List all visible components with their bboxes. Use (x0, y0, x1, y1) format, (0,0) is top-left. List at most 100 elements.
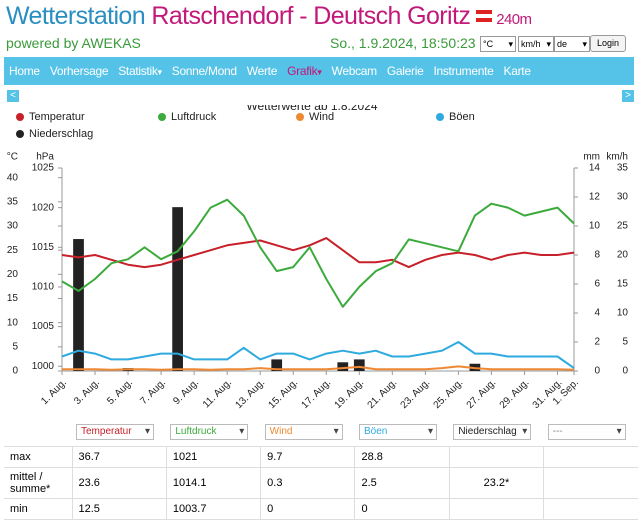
datetime: So., 1.9.2024, 18:50:23 (330, 35, 476, 51)
x-tick-label: 25. Aug. (432, 377, 466, 411)
legend-marker (158, 113, 166, 121)
precip-bar (271, 359, 283, 371)
nav-bar: Home Vorhersage Statistik Sonne/Mond Werte Gr… (4, 57, 634, 85)
row-label: mittel / summe* (4, 467, 72, 499)
wind-unit-select[interactable]: km/h (518, 36, 554, 52)
header-cell: --- (543, 418, 638, 447)
column-select[interactable]: Wind (264, 424, 343, 440)
nav-item[interactable]: Grafik (282, 64, 326, 78)
y-tick-label: 6 (594, 279, 600, 290)
y-tick-label: 0 (622, 366, 628, 377)
next-button[interactable]: > (622, 90, 634, 102)
table-cell: 36.7 (71, 446, 167, 468)
table-header-row: Temperatur Luftdruck Wind Böen Niederschlag-… (4, 418, 638, 447)
table-cell: 12.5 (71, 498, 167, 520)
table-cell (543, 446, 638, 468)
language-select[interactable]: de (554, 36, 590, 52)
x-tick-label: 1. Aug. (39, 377, 69, 407)
axis-unit: km/h (606, 152, 628, 163)
column-select[interactable]: Böen (358, 424, 437, 440)
nav-item[interactable]: Vorhersage (49, 64, 109, 78)
y-tick-label: 4 (594, 308, 600, 319)
nav-item[interactable]: Home (9, 64, 40, 78)
precip-bar (337, 362, 349, 371)
y-tick-label: 20 (7, 269, 19, 280)
nav-item[interactable]: Karte (503, 64, 531, 78)
x-tick-label: 15. Aug. (266, 377, 300, 411)
row-label: min (4, 498, 72, 520)
y-tick-label: 30 (7, 221, 19, 232)
y-tick-label: 15 (7, 293, 19, 304)
column-select[interactable]: --- (547, 424, 626, 440)
legend-label: Wind (309, 111, 334, 123)
header-cell: Wind (260, 418, 355, 447)
chart: Wetterwerte ab 1.8.2024 Temperatur Luftdr… (7, 105, 629, 411)
table-cell (448, 498, 544, 520)
y-tick-label: 1000 (32, 361, 55, 372)
series-line (62, 365, 575, 371)
chart-title: Wetterwerte ab 1.8.2024 (246, 105, 378, 113)
nav-item[interactable]: Instrumente (433, 64, 494, 78)
altitude: 240m (496, 11, 532, 28)
table-cell: 23.6 (71, 467, 167, 499)
nav-item[interactable]: Galerie (386, 64, 424, 78)
nav-item[interactable]: Statistik (113, 64, 167, 78)
series-line (61, 341, 575, 369)
nav-item[interactable]: Sonne/Mond (171, 64, 237, 78)
table-cell: 1021 (165, 446, 261, 468)
y-tick-label: 30 (617, 192, 629, 203)
x-tick-label: 5. Aug. (105, 377, 135, 407)
y-tick-label: 10 (7, 317, 19, 328)
y-tick-label: 10 (617, 308, 629, 319)
column-select[interactable]: Temperatur (76, 424, 154, 440)
table-cell: 28.8 (354, 446, 450, 468)
table-row: max 36.7 1021 9.7 28.8 (4, 446, 638, 468)
x-tick-label: 21. Aug. (366, 377, 400, 411)
column-select[interactable]: Luftdruck (170, 424, 249, 440)
legend-marker (296, 113, 304, 121)
legend-marker (436, 113, 444, 121)
y-tick-label: 1005 (32, 321, 55, 332)
y-tick-label: 1025 (32, 163, 55, 174)
table-cell (543, 498, 638, 520)
x-tick-label: 7. Aug. (138, 377, 168, 407)
legend-label: Niederschlag (29, 128, 93, 140)
prev-button[interactable]: < (7, 90, 19, 102)
y-tick-label: 1010 (32, 282, 55, 293)
y-tick-label: 0 (12, 366, 18, 377)
y-tick-label: 20 (617, 250, 629, 261)
x-tick-label: 27. Aug. (465, 377, 499, 411)
x-tick-label: 3. Aug. (72, 377, 102, 407)
x-tick-label: 17. Aug. (300, 377, 334, 411)
legend-marker (16, 130, 24, 138)
x-tick-label: 13. Aug. (233, 377, 267, 411)
y-tick-label: 10 (589, 221, 601, 232)
nav-item[interactable]: Werte (246, 64, 278, 78)
series-line (61, 198, 575, 308)
axis-unit: mm (583, 152, 600, 163)
table-cell: 1003.7 (165, 498, 261, 520)
axis-unit: hPa (36, 152, 54, 163)
y-tick-label: 2 (594, 337, 600, 348)
legend-marker (16, 113, 24, 121)
table-row: mittel / summe* 23.6 1014.1 0.3 2.5 23.2* (4, 467, 638, 499)
precip-bar (353, 359, 365, 371)
y-tick-label: 12 (589, 192, 601, 203)
nav-item[interactable]: Webcam (331, 64, 378, 78)
x-tick-label: 11. Aug. (201, 377, 234, 410)
temp-unit-select[interactable]: °C (480, 36, 516, 52)
x-tick-label: 23. Aug. (399, 377, 433, 411)
table-cell (543, 467, 638, 499)
y-tick-label: 8 (594, 250, 600, 261)
table-cell: 2.5 (354, 467, 450, 499)
powered-by[interactable]: powered by AWEKAS (6, 35, 141, 51)
table-cell: 0 (354, 498, 450, 520)
header-cell: Temperatur (72, 418, 167, 447)
legend-label: Temperatur (29, 111, 85, 123)
column-select[interactable]: Niederschlag (453, 424, 532, 440)
x-tick-label: 29. Aug. (498, 377, 532, 411)
precip-bar (172, 207, 183, 371)
x-tick-label: 19. Aug. (333, 377, 367, 411)
header-cell (4, 418, 72, 447)
login-button[interactable]: Login (590, 35, 626, 52)
